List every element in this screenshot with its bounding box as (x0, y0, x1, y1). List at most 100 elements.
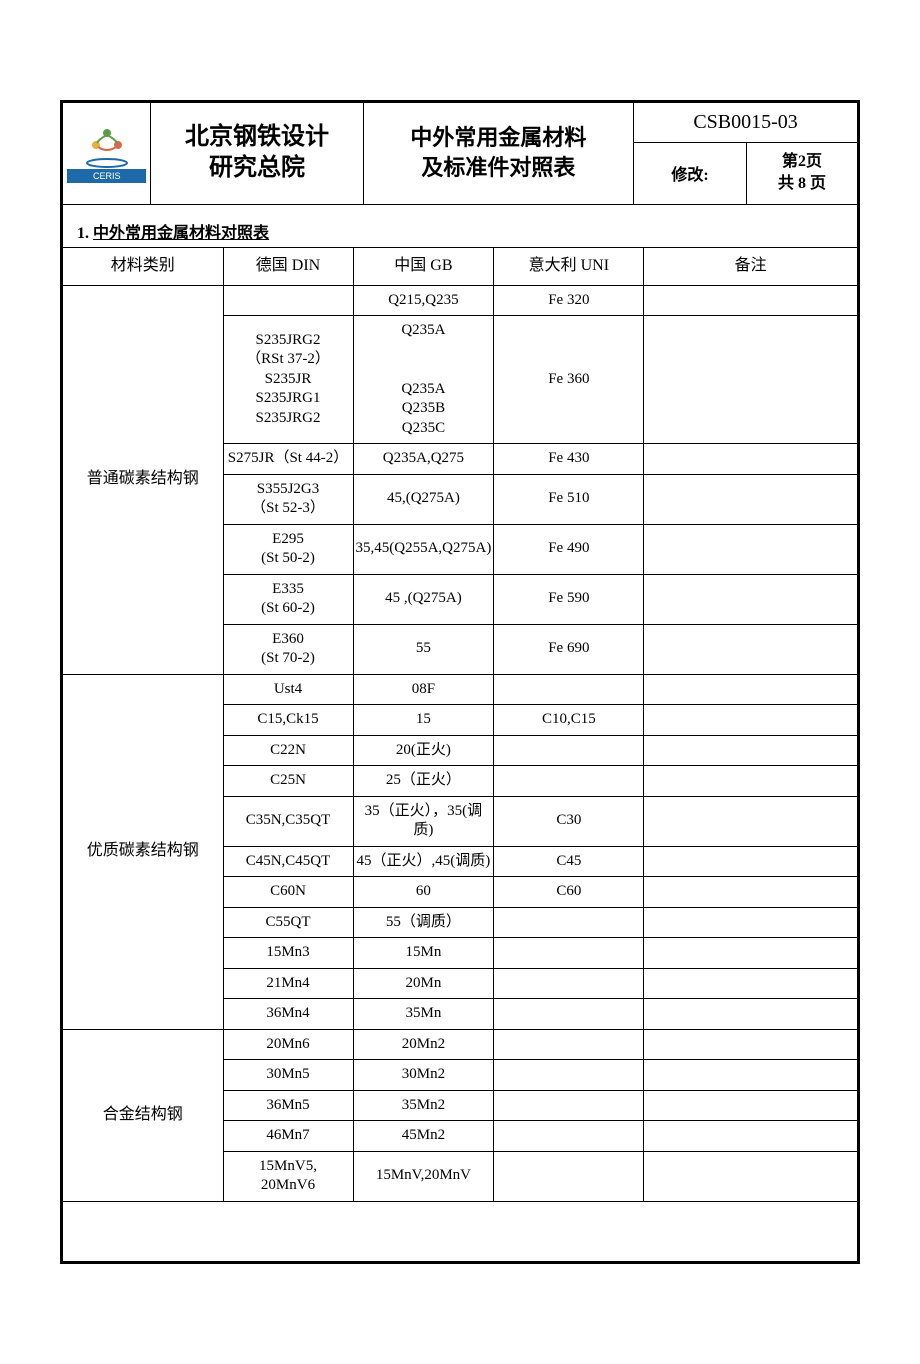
cell-note (644, 796, 857, 846)
cell-uni (494, 907, 644, 938)
cell-gb: 20Mn (353, 968, 494, 999)
cell-uni (494, 1090, 644, 1121)
filler-row (63, 1201, 857, 1261)
doc-title: 中外常用金属材料 及标准件对照表 (363, 103, 634, 204)
cell-gb: 45Mn2 (353, 1121, 494, 1152)
cell-din: S275JR（St 44-2） (223, 444, 353, 475)
cell-din: C55QT (223, 907, 353, 938)
table-row: 合金结构钢20Mn620Mn2 (63, 1029, 857, 1060)
cell-uni (494, 1029, 644, 1060)
cell-uni: C30 (494, 796, 644, 846)
cell-uni: Fe 590 (494, 574, 644, 624)
col-category: 材料类别 (63, 247, 223, 285)
section-heading: 1. 中外常用金属材料对照表 (63, 205, 857, 247)
cell-gb: 55（调质） (353, 907, 494, 938)
cell-uni (494, 999, 644, 1030)
cell-uni: Fe 360 (494, 316, 644, 444)
cell-note (644, 705, 857, 736)
cell-note (644, 574, 857, 624)
cell-din (223, 285, 353, 316)
cell-uni: C60 (494, 877, 644, 908)
cell-din: Ust4 (223, 674, 353, 705)
cell-note (644, 1151, 857, 1201)
page-number: 第2页 共 8 页 (746, 143, 857, 205)
cell-note (644, 938, 857, 969)
cell-gb: 30Mn2 (353, 1060, 494, 1091)
cell-gb: 20Mn2 (353, 1029, 494, 1060)
cell-gb: Q215,Q235 (353, 285, 494, 316)
cell-din: 21Mn4 (223, 968, 353, 999)
cell-gb: 55 (353, 624, 494, 674)
ceris-logo-icon (82, 123, 132, 169)
cell-gb: 20(正火) (353, 735, 494, 766)
col-note: 备注 (644, 247, 857, 285)
cell-gb: 45,(Q275A) (353, 474, 494, 524)
cell-din: 15Mn3 (223, 938, 353, 969)
cell-uni: C45 (494, 846, 644, 877)
category-cell: 优质碳素结构钢 (63, 674, 223, 1029)
cell-din: 36Mn5 (223, 1090, 353, 1121)
cell-uni (494, 968, 644, 999)
cell-note (644, 1090, 857, 1121)
cell-din: C35N,C35QT (223, 796, 353, 846)
cell-gb: 15MnV,20MnV (353, 1151, 494, 1201)
col-uni: 意大利 UNI (494, 247, 644, 285)
cell-note (644, 674, 857, 705)
logo-brand: CERIS (67, 169, 146, 183)
cell-uni (494, 938, 644, 969)
cell-note (644, 1029, 857, 1060)
cell-din: C45N,C45QT (223, 846, 353, 877)
table-row: 优质碳素结构钢Ust408F (63, 674, 857, 705)
cell-din: C60N (223, 877, 353, 908)
doc-code: CSB0015-03 (634, 103, 857, 143)
cell-note (644, 907, 857, 938)
cell-uni (494, 1121, 644, 1152)
cell-gb: 08F (353, 674, 494, 705)
cell-gb: 35Mn (353, 999, 494, 1030)
document-header: CERIS 北京钢铁设计 研究总院 中外常用金属材料 及标准件对照表 CSB00… (63, 103, 857, 205)
logo-cell: CERIS (63, 103, 151, 204)
cell-din: E360(St 70-2) (223, 624, 353, 674)
cell-uni: Fe 430 (494, 444, 644, 475)
revision-label: 修改: (634, 143, 747, 205)
cell-uni: Fe 510 (494, 474, 644, 524)
cell-note (644, 1060, 857, 1091)
cell-note (644, 735, 857, 766)
cell-din: C15,Ck15 (223, 705, 353, 736)
cell-gb: 45 ,(Q275A) (353, 574, 494, 624)
cell-uni: Fe 690 (494, 624, 644, 674)
category-cell: 普通碳素结构钢 (63, 285, 223, 674)
cell-note (644, 846, 857, 877)
cell-note (644, 766, 857, 797)
cell-gb: 25（正火） (353, 766, 494, 797)
materials-table: 材料类别 德国 DIN 中国 GB 意大利 UNI 备注 普通碳素结构钢Q215… (63, 247, 857, 1261)
cell-uni: Fe 320 (494, 285, 644, 316)
cell-din: E295(St 50-2) (223, 524, 353, 574)
cell-gb: 45（正火）,45(调质) (353, 846, 494, 877)
cell-gb: Q235A,Q275 (353, 444, 494, 475)
org-name: 北京钢铁设计 研究总院 (151, 103, 363, 204)
cell-din: E335(St 60-2) (223, 574, 353, 624)
table-header-row: 材料类别 德国 DIN 中国 GB 意大利 UNI 备注 (63, 247, 857, 285)
cell-gb: 35（正火），35(调质) (353, 796, 494, 846)
cell-gb: 15Mn (353, 938, 494, 969)
cell-gb: Q235AQ235AQ235BQ235C (353, 316, 494, 444)
cell-din: C22N (223, 735, 353, 766)
cell-din: S355J2G3（St 52-3） (223, 474, 353, 524)
cell-din: C25N (223, 766, 353, 797)
cell-din: 20Mn6 (223, 1029, 353, 1060)
cell-uni (494, 766, 644, 797)
cell-uni: C10,C15 (494, 705, 644, 736)
cell-uni (494, 1060, 644, 1091)
cell-note (644, 444, 857, 475)
table-row: 普通碳素结构钢Q215,Q235Fe 320 (63, 285, 857, 316)
cell-gb: 35Mn2 (353, 1090, 494, 1121)
cell-note (644, 968, 857, 999)
cell-gb: 60 (353, 877, 494, 908)
cell-note (644, 877, 857, 908)
cell-uni: Fe 490 (494, 524, 644, 574)
cell-gb: 15 (353, 705, 494, 736)
cell-din: S235JRG2（RSt 37-2）S235JRS235JRG1S235JRG2 (223, 316, 353, 444)
cell-uni (494, 1151, 644, 1201)
cell-gb: 35,45(Q255A,Q275A) (353, 524, 494, 574)
